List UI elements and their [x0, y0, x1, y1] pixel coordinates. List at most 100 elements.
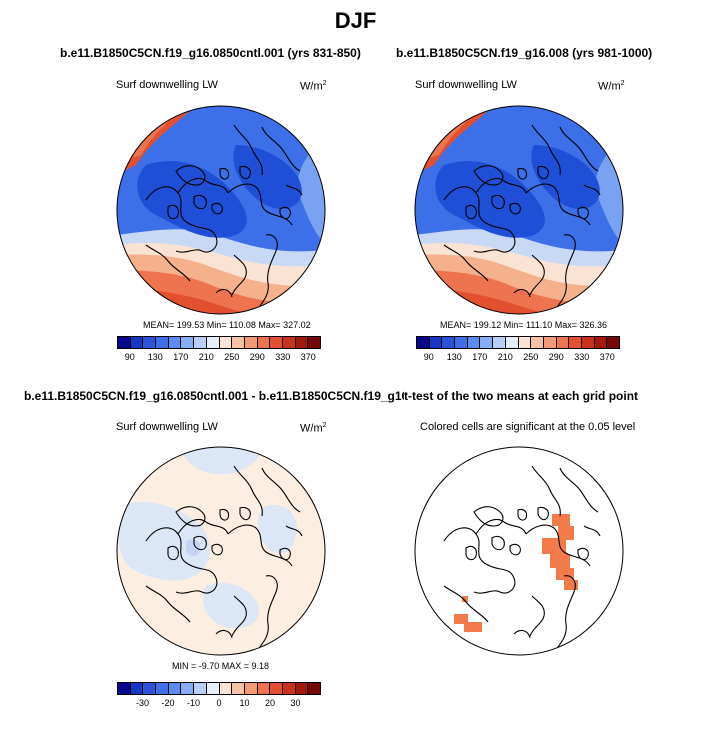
- colorbar-swatch: [118, 337, 131, 348]
- coastline: [145, 585, 191, 623]
- coastline: [443, 527, 516, 594]
- colorbar-swatch: [219, 683, 233, 694]
- colorbar-tick-label: 90: [423, 352, 434, 362]
- figure-title: DJF: [334, 8, 377, 33]
- colorbar-tick-label: 10: [239, 698, 250, 708]
- coastline: [175, 165, 206, 186]
- coastline: [285, 184, 303, 196]
- coastline: [583, 184, 601, 196]
- coastline: [531, 465, 561, 517]
- colorbar-tick-label: 330: [574, 352, 590, 362]
- panel1-variable: Surf downwelling LW: [116, 79, 218, 91]
- colorbar-swatch: [257, 683, 271, 694]
- map-field: [117, 447, 325, 655]
- colorbar-tick-label: 250: [523, 352, 539, 362]
- colorbar-swatch: [295, 683, 309, 694]
- panel2-colorbar: 90 130 170 210 250 290 330 370: [416, 336, 620, 362]
- coastline: [177, 177, 229, 194]
- colorbar-swatch: [232, 683, 245, 694]
- colorbar-tick-label: 20: [264, 698, 276, 708]
- coastline: [475, 177, 527, 194]
- coastline: [167, 204, 179, 220]
- colorbar-tick-label: 290: [548, 352, 564, 362]
- coastline: [465, 545, 477, 561]
- panel1-colorbar-ticks: 90 130 170 210 250 290 330 370: [117, 349, 321, 362]
- coastline: [255, 575, 278, 653]
- colorbar-swatch: [543, 337, 557, 348]
- coastline: [529, 595, 545, 637]
- coastline: [513, 629, 531, 639]
- panel4-map: [414, 446, 624, 656]
- map-field: [415, 447, 623, 655]
- colorbar-swatch: [417, 337, 430, 348]
- coastline: [227, 524, 293, 567]
- coastline: [255, 234, 278, 312]
- colorbar-tick-label: -10: [186, 698, 201, 708]
- colorbar-tick-label: 130: [147, 352, 163, 362]
- coastline: [473, 506, 504, 527]
- significant-cell: [454, 614, 468, 624]
- colorbar-swatch: [130, 337, 144, 348]
- colorbar-tick-label: 370: [300, 352, 316, 362]
- coastline: [239, 506, 251, 521]
- panel3-map: [116, 446, 326, 656]
- field-siberia-deep: [233, 145, 302, 209]
- colorbar-swatch: [282, 337, 296, 348]
- panel2-colorbar-ticks: 90 130 170 210 250 290 330 370: [416, 349, 620, 362]
- coastline: [177, 518, 229, 535]
- field-diff-blue-c: [202, 582, 260, 629]
- coastline: [559, 126, 599, 172]
- field-diff-blue-e: [257, 505, 297, 554]
- coastline: [279, 206, 291, 220]
- colorbar-swatch: [308, 683, 320, 694]
- colorbar-swatch: [556, 337, 570, 348]
- coastline: [219, 508, 230, 521]
- field-arctic-deep: [137, 161, 247, 238]
- colorbar-swatch: [206, 683, 220, 694]
- colorbar-swatch: [429, 337, 443, 348]
- coastline: [583, 525, 601, 537]
- colorbar-tick-label: 170: [472, 352, 488, 362]
- coastline: [443, 186, 516, 253]
- panel1-colorbar: 90 130 170 210 250 290 330 370: [117, 336, 321, 362]
- coastline: [473, 165, 504, 186]
- colorbar-swatch: [168, 683, 182, 694]
- panel2-variable: Surf downwelling LW: [415, 79, 517, 91]
- panel3-title: b.e11.B1850C5CN.f19_g16.0850cntl.001 - b…: [24, 389, 404, 403]
- coastline: [553, 575, 576, 653]
- colorbar-swatch: [156, 337, 169, 348]
- colorbar-swatch: [308, 337, 320, 348]
- coastline: [145, 186, 218, 253]
- colorbar-swatch: [143, 337, 157, 348]
- colorbar-swatch: [257, 337, 271, 348]
- colorbar-tick-label: 130: [446, 352, 462, 362]
- colorbar-swatch: [518, 337, 532, 348]
- coastline: [537, 165, 549, 180]
- coastline: [279, 547, 291, 561]
- coastline: [231, 595, 247, 637]
- coastline: [577, 547, 589, 561]
- coastline: [553, 234, 576, 312]
- map-border: [414, 446, 624, 656]
- coastline: [491, 194, 505, 210]
- coastline: [193, 535, 207, 551]
- panel1-stats: MEAN= 199.53 Min= 110.08 Max= 327.02: [143, 320, 311, 330]
- colorbar-swatch: [181, 683, 195, 694]
- coastline: [531, 124, 561, 176]
- significant-cell: [542, 538, 566, 554]
- coastline: [491, 535, 505, 551]
- coastline: [509, 202, 521, 215]
- colorbar-tick-label: -20: [161, 698, 175, 708]
- coastline: [215, 629, 233, 639]
- colorbar-swatch: [455, 337, 468, 348]
- colorbar-swatch: [295, 337, 309, 348]
- colorbar-tick-label: 370: [599, 352, 615, 362]
- field-arctic-deep: [435, 161, 545, 238]
- significant-cell: [552, 514, 570, 526]
- field-siberia-deep: [531, 145, 600, 209]
- panel3-colorbar-ticks: -30 -20 -10 0 10 20 30: [117, 695, 321, 708]
- coastline: [231, 254, 247, 296]
- panel1-colorbar-swatches: [117, 336, 321, 349]
- colorbar-tick-label: 90: [124, 352, 135, 362]
- colorbar-swatch: [219, 337, 233, 348]
